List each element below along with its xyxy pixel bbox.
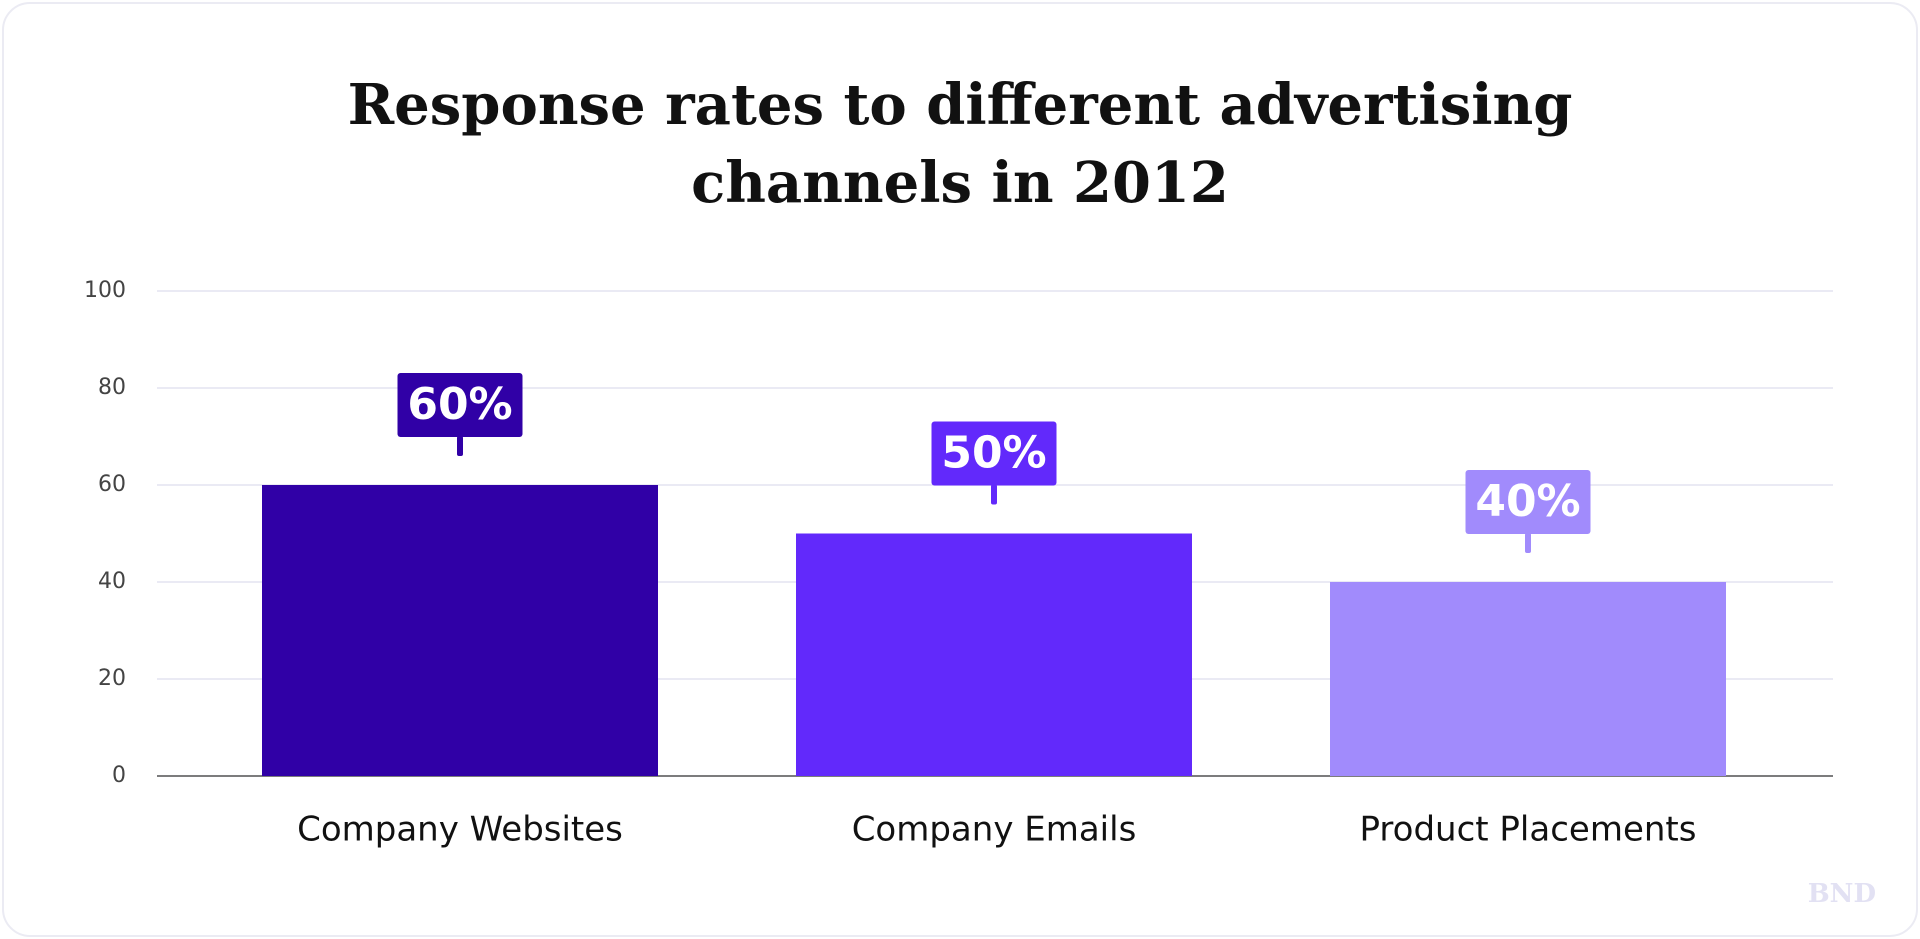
bar (796, 533, 1192, 776)
chart-title: Response rates to different advertising … (347, 72, 1573, 216)
y-tick-label: 80 (98, 375, 126, 400)
y-tick-label: 20 (98, 666, 126, 691)
value-label-stem (991, 484, 997, 505)
y-tick-label: 40 (98, 569, 126, 594)
watermark: BND (1808, 879, 1876, 909)
x-tick-label: Company Emails (852, 810, 1137, 850)
value-label-box (1465, 470, 1591, 534)
y-tick-label: 0 (112, 763, 126, 788)
value-label: 60% (407, 379, 512, 430)
value-label-box (397, 373, 523, 437)
y-tick-label: 100 (84, 278, 126, 303)
value-label-stem (457, 436, 463, 456)
bar (1330, 582, 1726, 776)
x-tick-label: Company Websites (297, 810, 623, 850)
value-label-stem (1525, 533, 1531, 553)
value-label: 40% (1475, 476, 1580, 527)
value-label: 50% (941, 428, 1046, 479)
y-tick-label: 60 (98, 472, 126, 497)
x-tick-label: Product Placements (1360, 810, 1697, 850)
value-label-box (931, 421, 1057, 486)
bar (262, 485, 658, 776)
